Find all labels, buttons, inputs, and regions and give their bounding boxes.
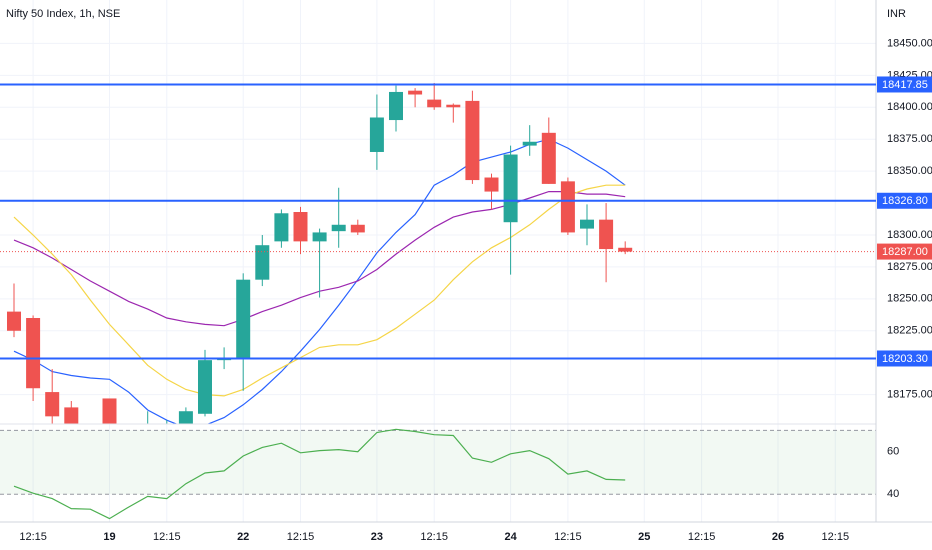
- currency-label: INR: [887, 8, 906, 20]
- candle-body: [560, 181, 575, 233]
- candle-body: [102, 398, 117, 424]
- level-label-box: [877, 350, 932, 367]
- x-tick-label: 12:15: [554, 531, 582, 543]
- x-tick-label: 22: [237, 531, 249, 543]
- y-tick-label: 18225.00: [887, 325, 932, 337]
- candle-body: [198, 360, 212, 414]
- x-tick-label: 12:15: [822, 531, 850, 543]
- level-label: 18326.80: [882, 195, 928, 207]
- y-tick-label: 18450.00: [887, 37, 932, 49]
- candle-body: [580, 219, 594, 229]
- level-label-box: [877, 192, 932, 209]
- candle-body: [236, 279, 251, 359]
- candle-body: [503, 154, 518, 223]
- x-tick-label: 24: [504, 531, 517, 543]
- candle-body: [427, 99, 442, 108]
- y-tick-label: 18250.00: [887, 293, 932, 305]
- x-tick-label: 12:15: [19, 531, 47, 543]
- candle-body: [541, 132, 556, 184]
- x-tick-label: 23: [371, 531, 383, 543]
- last-price-label: 18287.00: [882, 246, 928, 258]
- level-label-box: [877, 76, 932, 93]
- level-label: 18203.30: [882, 353, 928, 365]
- candle-body: [465, 100, 480, 181]
- rsi-tick-label: 40: [887, 488, 899, 500]
- y-tick-label: 18350.00: [887, 165, 932, 177]
- candle-body: [331, 224, 346, 232]
- rsi-tick-label: 60: [887, 446, 899, 458]
- y-tick-label: 18300.00: [887, 229, 932, 241]
- candle-body: [255, 245, 270, 280]
- candle-body: [446, 104, 461, 108]
- y-tick-label: 18175.00: [887, 389, 932, 401]
- x-tick-label: 19: [103, 531, 115, 543]
- y-tick-label: 18375.00: [887, 133, 932, 145]
- candle-body: [64, 407, 79, 424]
- rsi-band: [0, 430, 876, 495]
- x-tick-label: 12:15: [153, 531, 181, 543]
- last-price-box: [877, 243, 932, 260]
- candle-body: [178, 411, 193, 424]
- y-tick-label: 18275.00: [887, 261, 932, 273]
- candle-body: [274, 213, 289, 242]
- candle-body: [45, 392, 60, 417]
- level-label: 18417.85: [882, 79, 928, 91]
- candle-body: [7, 311, 21, 331]
- candle-body: [599, 219, 614, 250]
- candle-body: [26, 318, 41, 389]
- rsi-line: [13, 428, 626, 520]
- x-tick-label: 12:15: [688, 531, 716, 543]
- moving-average-line: [13, 138, 626, 424]
- candle-body: [618, 247, 633, 252]
- candle-body: [389, 91, 403, 121]
- moving-average-line: [13, 184, 626, 397]
- candle-body: [350, 224, 365, 233]
- y-tick-label: 18400.00: [887, 101, 932, 113]
- candle-body: [312, 232, 327, 242]
- chart-title: Nifty 50 Index, 1h, NSE: [6, 8, 120, 20]
- x-tick-label: 12:15: [420, 531, 448, 543]
- x-tick-label: 12:15: [287, 531, 315, 543]
- x-tick-label: 25: [638, 531, 650, 543]
- candle-body: [484, 177, 499, 192]
- candle-body: [408, 90, 423, 95]
- candle-body: [293, 212, 308, 242]
- x-tick-label: 26: [772, 531, 784, 543]
- candle-body: [217, 358, 232, 361]
- candle-body: [369, 117, 384, 152]
- candle-body: [522, 141, 537, 146]
